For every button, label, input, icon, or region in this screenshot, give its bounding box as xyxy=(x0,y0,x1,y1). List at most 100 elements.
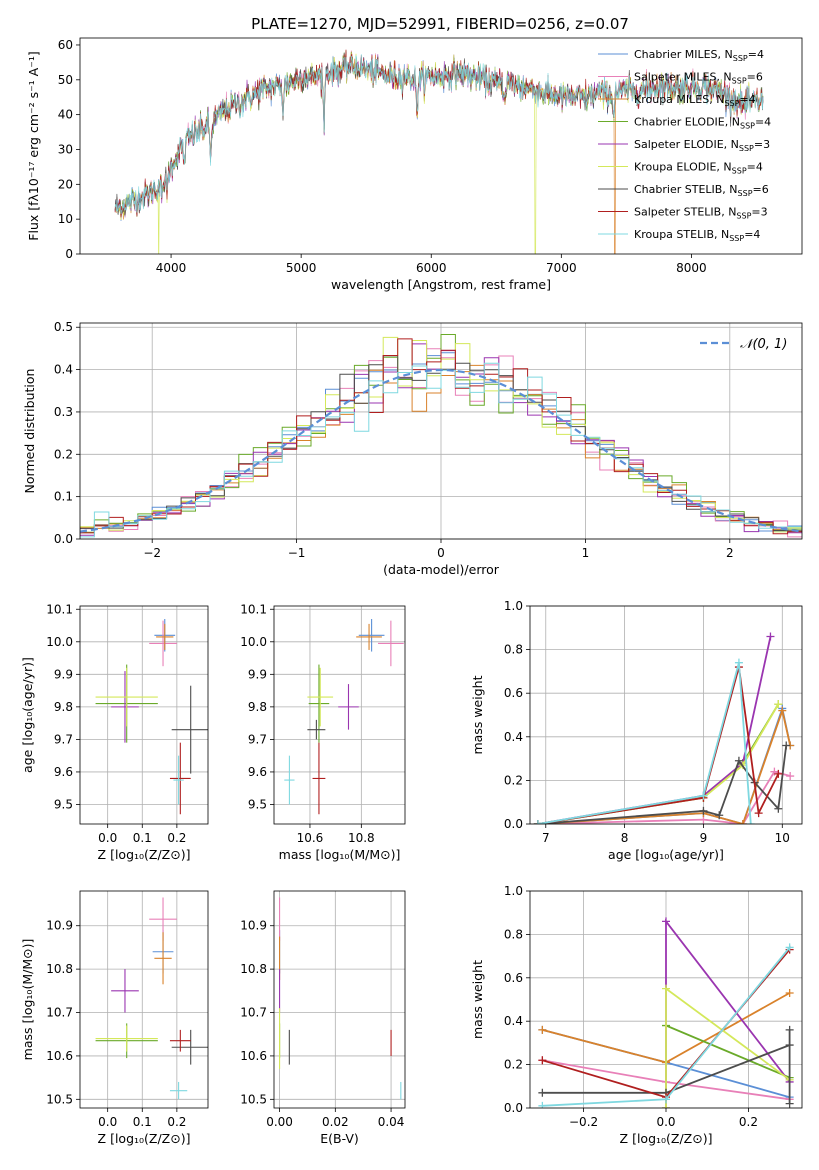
x-tick-label: 0.04 xyxy=(378,1115,405,1129)
axes-frame xyxy=(79,890,209,1109)
axes-frame xyxy=(529,605,803,825)
y-tick-label: 10.9 xyxy=(46,919,73,933)
legend-entry-label: Chabrier STELIB, N xyxy=(634,183,738,196)
x-tick-label: 0.02 xyxy=(322,1115,349,1129)
x-axis-label: age [log₁₀(age/yr)] xyxy=(608,847,724,862)
x-tick-label: 0.0 xyxy=(98,1115,117,1129)
y-tick-label: 0.0 xyxy=(54,532,73,546)
x-tick-label: −2 xyxy=(143,546,161,560)
x-tick-label: 10.8 xyxy=(348,831,375,845)
x-tick-label: 7 xyxy=(542,831,550,845)
grid-lines xyxy=(80,891,208,1108)
y-tick-label: 10.6 xyxy=(240,1049,267,1063)
error-bar-point xyxy=(95,667,158,727)
y-tick-label: 0.2 xyxy=(504,1058,523,1072)
y-tick-label: 40 xyxy=(58,108,73,122)
legend-entry-count: =4 xyxy=(739,93,755,106)
x-tick-label: 6000 xyxy=(416,261,447,275)
x-tick-label: 0.1 xyxy=(133,831,152,845)
error-bar-point xyxy=(111,671,139,743)
legend-entry: Salpeter STELIB, NSSP=3 xyxy=(634,206,768,221)
error-bar-point xyxy=(169,742,191,815)
weight-marker xyxy=(774,700,783,709)
x-tick-label: 0.00 xyxy=(266,1115,293,1129)
legend-entry-count: =3 xyxy=(754,138,770,151)
weight-line xyxy=(537,770,791,824)
error-bar-point xyxy=(111,969,139,1013)
y-tick-label: 0.8 xyxy=(504,927,523,941)
y-tick-label: 9.8 xyxy=(248,700,267,714)
weight-marker xyxy=(782,741,791,750)
y-tick-label: 10.5 xyxy=(46,1092,73,1106)
error-bar-point xyxy=(171,1029,208,1065)
y-axis-label: Normed distribution xyxy=(22,369,37,494)
weight-marker xyxy=(774,804,783,813)
grid-lines xyxy=(80,606,208,824)
x-axis-label: mass [log₁₀(M/M⊙)] xyxy=(279,847,401,862)
x-tick-label: 7000 xyxy=(546,261,577,275)
legend-entry: Kroupa MILES, NSSP=4 xyxy=(634,93,756,108)
x-tick-label: 0.0 xyxy=(98,831,117,845)
x-tick-label: 10.6 xyxy=(297,831,324,845)
weight-marker xyxy=(785,1025,794,1034)
axes-frame xyxy=(79,322,803,540)
y-tick-label: 9.5 xyxy=(248,797,267,811)
extinction-mass-panel: 0.00 0.02 0.04 10.5 10.6 10.7 10.8 10.9 E(B-V) xyxy=(240,890,406,1146)
y-tick-label: 0.2 xyxy=(504,773,523,787)
weight-marker xyxy=(746,820,755,824)
spectrum-line xyxy=(114,49,764,218)
legend-entry-subscript: SSP xyxy=(732,167,747,176)
x-tick-label: 8000 xyxy=(676,261,707,275)
axes-frame xyxy=(79,605,209,825)
weight-marker xyxy=(538,1056,547,1065)
legend-entry: 𝒩(0, 1) xyxy=(740,337,787,352)
legend-entry-subscript: SSP xyxy=(740,122,755,131)
y-axis-label: mass [log₁₀(M/M⊙)] xyxy=(20,939,35,1061)
y-tick-label: 10.8 xyxy=(240,962,267,976)
y-tick-label: 10.1 xyxy=(240,602,267,616)
weight-marker xyxy=(785,943,794,952)
error-bar-point xyxy=(173,755,184,805)
weight-line xyxy=(537,666,780,824)
age-weight-panel: 7 8 9 10 0.0 0.2 0.4 0.6 0.8 1.0 age [log₁₀(age/yr… xyxy=(470,599,803,862)
x-tick-label: 0.1 xyxy=(133,1115,152,1129)
legend-entry-label: Chabrier MILES, N xyxy=(634,48,733,61)
x-tick-label: 1 xyxy=(582,546,590,560)
weight-marker xyxy=(538,1088,547,1097)
legend-entry-label: Chabrier ELODIE, N xyxy=(634,116,740,129)
legend-entry-subscript: SSP xyxy=(739,144,754,153)
mass-age-panel: 10.6 10.8 9.5 9.6 9.7 9.8 9.9 10.0 10.1 mass [log… xyxy=(240,602,406,862)
x-axis-label: Z [log₁₀(Z/Z⊙)] xyxy=(620,1131,713,1146)
legend-entry: Salpeter ELODIE, NSSP=3 xyxy=(634,138,770,153)
grid-lines xyxy=(274,606,405,824)
legend-entry-label: Kroupa MILES, N xyxy=(634,93,724,106)
y-tick-label: 9.9 xyxy=(54,667,73,681)
x-tick-label: −1 xyxy=(288,546,306,560)
weight-marker xyxy=(715,811,724,820)
figure-title: PLATE=1270, MJD=52991, FIBERID=0256, z=0… xyxy=(251,15,629,33)
weight-marker xyxy=(662,917,670,926)
y-axis-label: Flux [fλ10⁻¹⁷ erg cm⁻² s⁻¹ A⁻¹] xyxy=(26,51,41,240)
grid-lines xyxy=(530,605,802,825)
y-axis-label: mass weight xyxy=(470,675,485,754)
x-axis-label: E(B-V) xyxy=(320,1131,359,1146)
plot-area xyxy=(80,334,802,539)
error-bar-point xyxy=(378,620,404,667)
weight-line xyxy=(537,636,772,824)
metallicity-age-panel: 0.0 0.1 0.2 9.5 9.6 9.7 9.8 9.9 10.0 10.1 Z [log₁₀… xyxy=(20,602,209,862)
y-tick-label: 0.8 xyxy=(504,643,523,657)
normal-curve xyxy=(80,368,802,533)
y-tick-label: 10.7 xyxy=(240,1006,267,1020)
y-tick-label: 50 xyxy=(58,73,73,87)
y-tick-label: 9.6 xyxy=(248,765,267,779)
legend-entry-label: Kroupa ELODIE, N xyxy=(634,161,732,174)
y-tick-label: 0.4 xyxy=(504,730,523,744)
error-bar-point xyxy=(307,719,326,740)
y-tick-label: 60 xyxy=(58,38,73,52)
metallicity-weight-panel: −0.2 0.0 0.2 0.0 0.2 0.4 0.6 0.8 1.0 Z [log₁₀(Z/Z… xyxy=(470,884,803,1146)
y-tick-label: 10.7 xyxy=(46,1006,73,1020)
legend-entry-subscript: SSP xyxy=(738,189,753,198)
error-bar-point xyxy=(284,755,295,805)
plot-area xyxy=(279,897,402,1100)
